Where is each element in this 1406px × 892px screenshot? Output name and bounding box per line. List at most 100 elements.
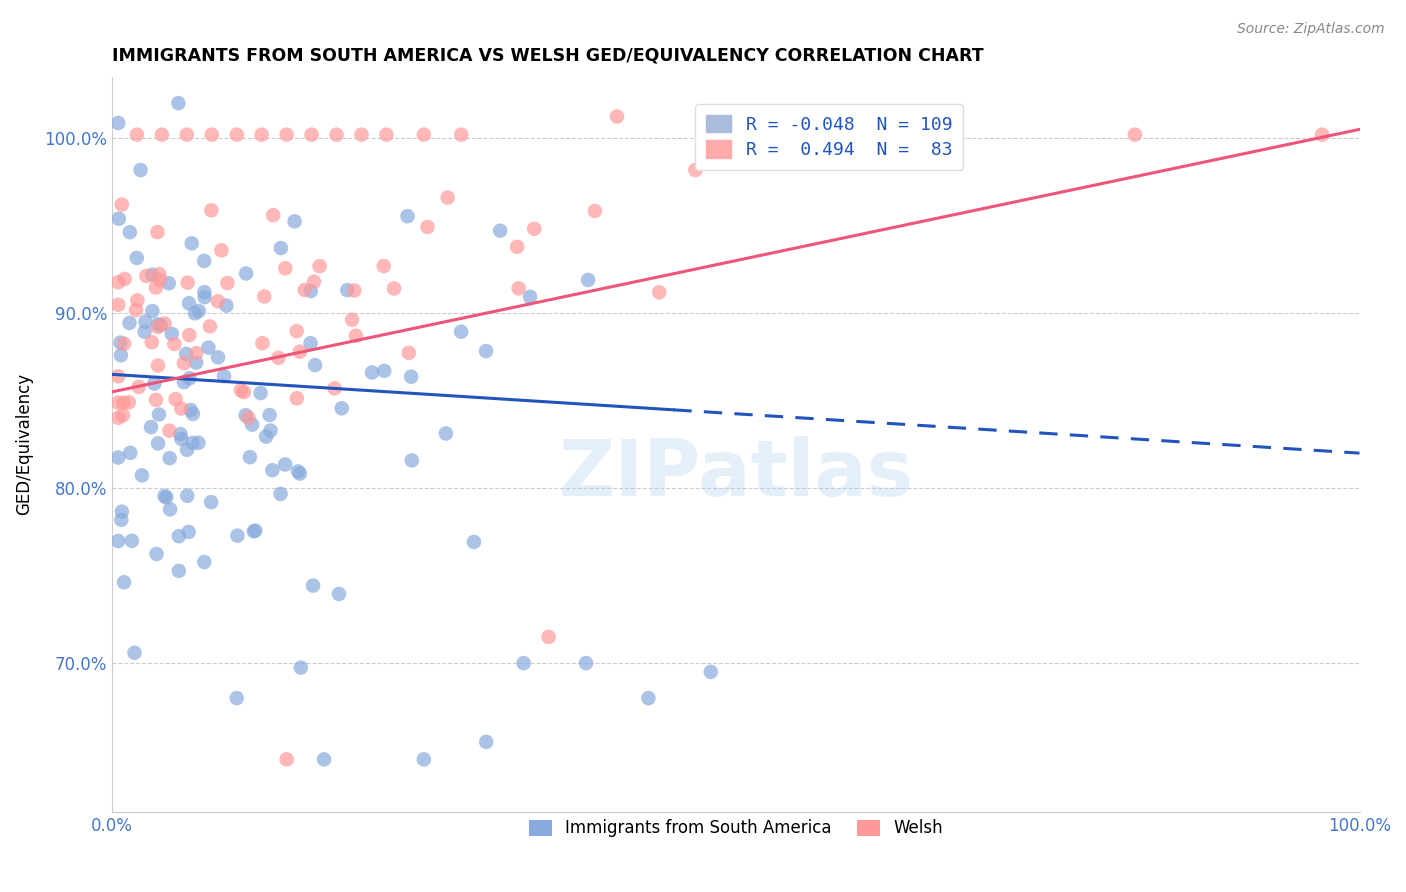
Point xyxy=(179,328,201,343)
Point xyxy=(489,224,512,238)
Point xyxy=(270,487,292,501)
Point xyxy=(170,401,193,416)
Point xyxy=(107,450,129,465)
Point xyxy=(250,128,273,142)
Point xyxy=(399,369,422,384)
Point xyxy=(120,446,142,460)
Point xyxy=(312,752,335,766)
Point xyxy=(375,128,398,142)
Point xyxy=(1123,128,1146,142)
Point xyxy=(141,304,163,318)
Y-axis label: GED/Equivalency: GED/Equivalency xyxy=(15,374,32,516)
Point xyxy=(146,225,169,239)
Point xyxy=(274,261,297,276)
Point xyxy=(475,344,498,359)
Point xyxy=(160,326,183,341)
Point xyxy=(110,335,132,350)
Point xyxy=(212,369,235,384)
Point xyxy=(107,116,129,130)
Point xyxy=(193,254,215,268)
Point xyxy=(153,489,176,503)
Point xyxy=(301,128,323,142)
Point xyxy=(107,369,129,384)
Point xyxy=(284,214,307,228)
Point xyxy=(475,735,498,749)
Point xyxy=(243,524,266,539)
Point xyxy=(506,240,529,254)
Point xyxy=(249,386,271,401)
Point xyxy=(184,306,207,320)
Point xyxy=(512,656,534,670)
Point xyxy=(576,273,599,287)
Point xyxy=(107,410,129,425)
Point xyxy=(285,391,308,405)
Point xyxy=(111,505,134,519)
Point xyxy=(153,317,176,331)
Point xyxy=(299,336,322,351)
Point xyxy=(700,665,723,679)
Point xyxy=(648,285,671,300)
Point xyxy=(118,225,141,239)
Point xyxy=(107,533,129,548)
Point xyxy=(173,375,195,389)
Point xyxy=(148,267,170,281)
Point xyxy=(170,432,193,446)
Point xyxy=(267,351,290,365)
Point xyxy=(176,442,198,457)
Point xyxy=(259,424,281,438)
Point xyxy=(145,392,167,407)
Point xyxy=(193,285,215,300)
Point xyxy=(112,336,135,351)
Point xyxy=(124,646,146,660)
Point xyxy=(187,304,209,318)
Point xyxy=(198,319,221,334)
Point xyxy=(308,259,330,273)
Point xyxy=(128,380,150,394)
Point xyxy=(146,320,169,334)
Point xyxy=(111,408,134,422)
Point xyxy=(110,348,132,362)
Point xyxy=(167,564,190,578)
Point xyxy=(125,302,148,317)
Point xyxy=(180,236,202,251)
Point xyxy=(245,524,267,538)
Point xyxy=(412,128,434,142)
Point xyxy=(382,281,405,295)
Point xyxy=(176,128,198,142)
Point xyxy=(173,356,195,370)
Point xyxy=(111,197,134,211)
Point xyxy=(207,294,229,309)
Point xyxy=(181,436,204,450)
Point xyxy=(200,203,222,218)
Point xyxy=(262,208,284,222)
Point xyxy=(583,204,606,219)
Point xyxy=(685,163,707,178)
Point xyxy=(450,325,472,339)
Text: Source: ZipAtlas.com: Source: ZipAtlas.com xyxy=(1237,22,1385,37)
Point xyxy=(146,318,169,332)
Point xyxy=(165,392,187,406)
Point xyxy=(344,328,367,343)
Point xyxy=(412,752,434,766)
Point xyxy=(637,691,659,706)
Point xyxy=(107,275,129,289)
Point xyxy=(141,335,163,350)
Point xyxy=(107,298,129,312)
Point xyxy=(167,96,190,111)
Point xyxy=(288,344,311,359)
Point xyxy=(434,426,457,441)
Point xyxy=(328,587,350,601)
Point xyxy=(145,547,167,561)
Point xyxy=(134,325,156,339)
Point xyxy=(174,347,197,361)
Point xyxy=(463,535,485,549)
Point xyxy=(209,244,232,258)
Point xyxy=(323,381,346,395)
Point xyxy=(207,351,229,365)
Point xyxy=(276,128,298,142)
Point xyxy=(304,358,326,372)
Point xyxy=(396,209,419,223)
Text: ZIPatlas: ZIPatlas xyxy=(558,436,914,512)
Point xyxy=(911,128,934,142)
Point xyxy=(398,346,420,360)
